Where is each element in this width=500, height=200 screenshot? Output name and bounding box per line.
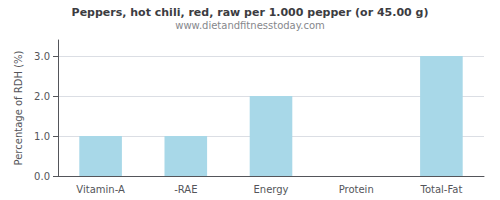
svg-text:-RAE: -RAE: [174, 184, 197, 195]
svg-text:www.dietandfitnesstoday.com: www.dietandfitnesstoday.com: [175, 20, 324, 31]
svg-text:Energy: Energy: [253, 184, 288, 195]
svg-text:Percentage of RDH (%): Percentage of RDH (%): [13, 50, 24, 165]
svg-text:0.0: 0.0: [34, 171, 50, 182]
svg-text:Total-Fat: Total-Fat: [419, 184, 462, 195]
svg-text:Vitamin-A: Vitamin-A: [76, 184, 125, 195]
svg-text:3.0: 3.0: [34, 51, 50, 62]
svg-text:Protein: Protein: [339, 184, 374, 195]
svg-text:Peppers, hot chili, red, raw p: Peppers, hot chili, red, raw per 1.000 p…: [72, 6, 429, 19]
svg-text:2.0: 2.0: [34, 91, 50, 102]
svg-text:1.0: 1.0: [34, 131, 50, 142]
